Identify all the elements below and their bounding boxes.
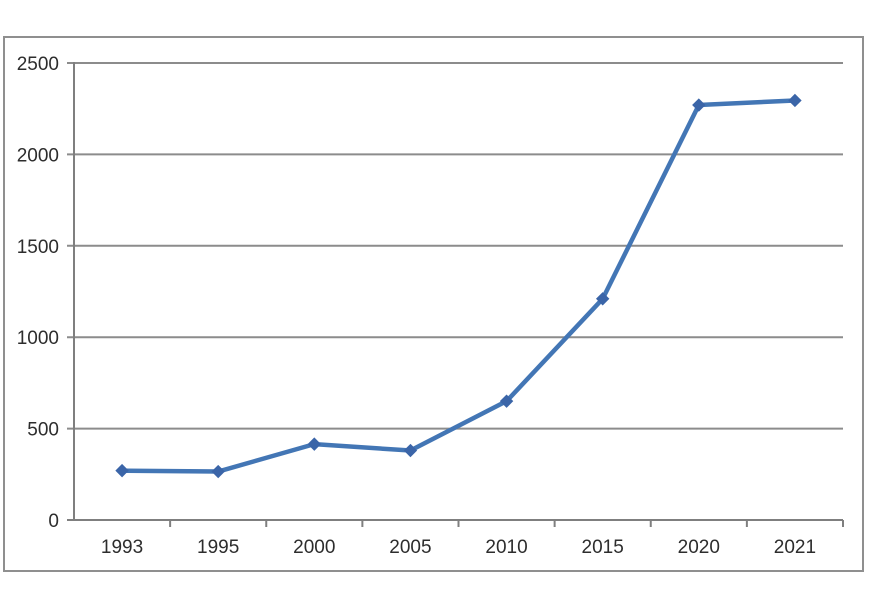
y-axis-label: 1500 xyxy=(17,237,59,258)
y-axis-label: 500 xyxy=(27,420,59,441)
x-axis-label: 1995 xyxy=(197,537,239,558)
y-axis-label: 2500 xyxy=(17,54,59,75)
chart-frame-border xyxy=(3,36,864,572)
data-point-marker xyxy=(403,443,418,458)
data-point-marker xyxy=(788,93,802,108)
data-point-marker xyxy=(211,464,225,479)
data-point-marker xyxy=(499,394,514,408)
y-axis-label: 2000 xyxy=(17,145,59,166)
x-axis-label: 2020 xyxy=(678,537,720,558)
x-axis-label: 1993 xyxy=(101,537,143,558)
y-axis-label: 0 xyxy=(48,511,59,532)
x-axis-label: 2010 xyxy=(485,537,527,558)
x-axis-label: 2015 xyxy=(582,537,624,558)
x-axis-label: 2021 xyxy=(774,537,816,558)
y-axis-label: 1000 xyxy=(17,328,59,349)
x-axis-label: 2005 xyxy=(389,537,431,558)
data-point-marker xyxy=(595,292,610,306)
data-point-marker xyxy=(307,437,322,451)
x-axis-label: 2000 xyxy=(293,537,335,558)
series-line xyxy=(119,98,798,474)
data-point-marker xyxy=(115,463,129,478)
data-point-marker xyxy=(692,98,706,112)
